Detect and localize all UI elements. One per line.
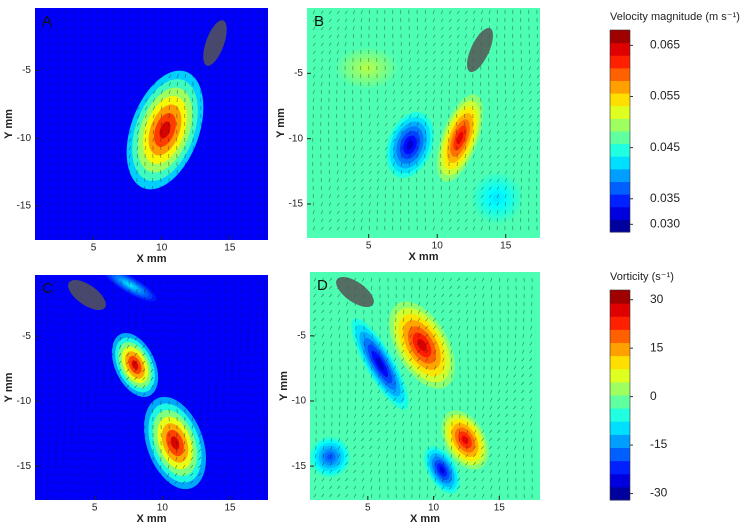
- y-axis-label: Y mm: [278, 371, 290, 401]
- colorbar-tick-label: 0.030: [650, 217, 680, 231]
- y-axis-label: Y mm: [3, 372, 15, 402]
- y-axis-label: Y mm: [3, 109, 15, 139]
- y-tick-label: -15: [17, 201, 32, 212]
- field-contour: [327, 454, 333, 460]
- panel-label: B: [314, 13, 324, 30]
- panel-field: [35, 8, 268, 240]
- colorbar-step: [610, 118, 630, 131]
- colorbar-step: [610, 395, 630, 409]
- colorbar-step: [610, 169, 630, 182]
- colorbar-step: [610, 156, 630, 169]
- colorbar-tick-label: 0.035: [650, 191, 680, 205]
- colorbar-tick-label: 0: [650, 389, 657, 403]
- colorbar-tick-label: -15: [650, 437, 668, 451]
- colorbar-step: [610, 461, 630, 475]
- colorbar-step: [610, 144, 630, 157]
- x-tick-label: 5: [366, 241, 372, 252]
- colorbar-step: [610, 194, 630, 207]
- colorbar-step: [610, 55, 630, 68]
- panel-field: [35, 263, 268, 501]
- colorbar-step: [610, 356, 630, 370]
- x-tick-label: 15: [224, 243, 236, 254]
- y-tick-label: -5: [22, 65, 31, 76]
- colorbar-tick-label: 0.055: [650, 89, 680, 103]
- y-tick-label: -10: [17, 396, 32, 407]
- colorbar-step: [610, 131, 630, 144]
- x-tick-label: 5: [91, 243, 97, 254]
- colorbar-step: [610, 382, 630, 396]
- y-tick-label: -5: [22, 331, 31, 342]
- colorbar-step: [610, 487, 630, 501]
- y-tick-label: -5: [297, 330, 306, 341]
- y-axis-label: Y mm: [275, 108, 287, 138]
- x-axis-label: X mm: [137, 513, 167, 525]
- panel-label: D: [317, 277, 328, 294]
- x-axis-label: X mm: [409, 251, 439, 263]
- colorbar-step: [610, 448, 630, 462]
- x-tick-label: 15: [500, 241, 512, 252]
- y-tick-label: -15: [17, 461, 32, 472]
- y-tick-label: -10: [289, 133, 304, 144]
- colorbar-tick-label: 15: [650, 340, 664, 354]
- x-tick-label: 5: [92, 503, 98, 514]
- x-tick-label: 15: [225, 503, 237, 514]
- panel-label: C: [42, 280, 53, 297]
- colorbar-step: [610, 182, 630, 195]
- colorbar-step: [610, 106, 630, 119]
- colorbar-step: [610, 421, 630, 435]
- colorbar-step: [610, 93, 630, 106]
- panel-field: [307, 8, 540, 238]
- colorbar-step: [610, 329, 630, 343]
- colorbar-step: [610, 303, 630, 317]
- colorbar-step: [610, 290, 630, 304]
- x-axis-label: X mm: [410, 513, 440, 525]
- x-tick-label: 5: [365, 503, 371, 514]
- y-tick-label: -10: [17, 133, 32, 144]
- x-tick-label: 15: [494, 503, 506, 514]
- colorbar-step: [610, 343, 630, 357]
- colorbar-step: [610, 408, 630, 422]
- colorbar-step: [610, 68, 630, 81]
- y-tick-label: -10: [292, 396, 307, 407]
- field-contour: [363, 65, 372, 71]
- colorbar-tick-label: -30: [650, 486, 668, 500]
- colorbar-step: [610, 316, 630, 330]
- colorbar-step: [610, 219, 630, 232]
- colorbar-step: [610, 369, 630, 383]
- panel-label: A: [42, 13, 52, 30]
- colorbar-tick-label: 0.065: [650, 38, 680, 52]
- colorbar-tick-label: 30: [650, 292, 664, 306]
- colorbar-step: [610, 434, 630, 448]
- y-tick-label: -5: [294, 68, 303, 79]
- colorbar-title: Velocity magnitude (m s⁻¹): [610, 11, 740, 23]
- panel-field: [310, 271, 540, 500]
- colorbar-step: [610, 43, 630, 56]
- colorbar-step: [610, 207, 630, 220]
- colorbar-step: [610, 30, 630, 43]
- y-tick-label: -15: [292, 461, 307, 472]
- colorbar-step: [610, 81, 630, 94]
- colorbar-tick-label: 0.045: [650, 140, 680, 154]
- colorbar-step: [610, 474, 630, 488]
- colorbar-title: Vorticity (s⁻¹): [610, 271, 674, 283]
- x-axis-label: X mm: [137, 253, 167, 265]
- y-tick-label: -15: [289, 199, 304, 210]
